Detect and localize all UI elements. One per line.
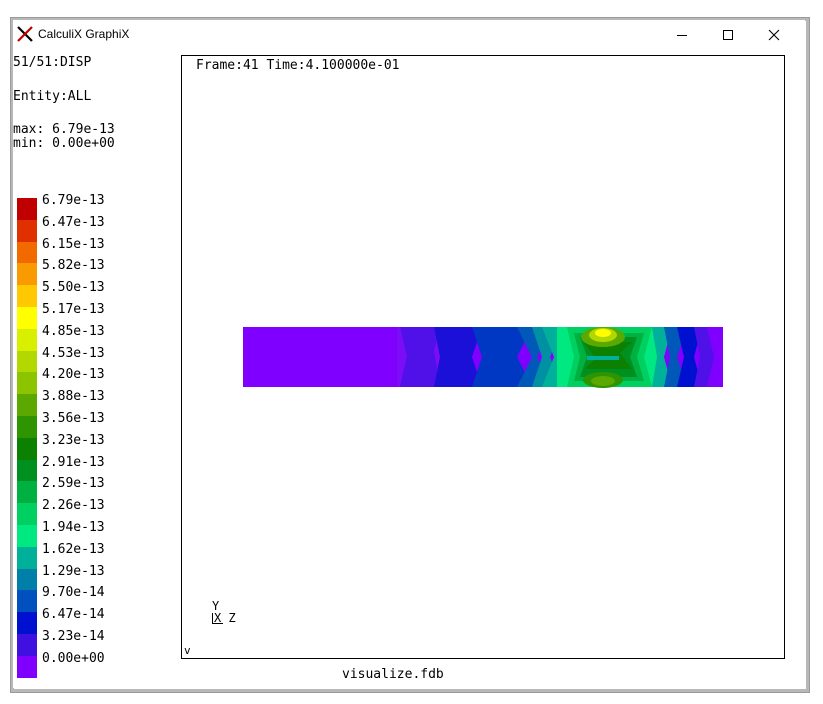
window-title: CalculiX GraphiX xyxy=(38,27,130,41)
beam-region-indigo xyxy=(400,327,440,387)
legend-row: 3.23e-13 xyxy=(16,432,176,460)
legend-swatch xyxy=(17,198,37,220)
beam-region-right-blue xyxy=(677,327,702,387)
legend-row: 1.94e-13 xyxy=(16,520,176,547)
corner-mark: v xyxy=(184,644,191,657)
legend-row: 3.56e-13 xyxy=(16,411,176,438)
frame-info: Frame:41 Time:4.100000e-01 xyxy=(196,58,400,73)
mesh-contour-plot xyxy=(243,327,723,388)
legend-label: 1.94e-13 xyxy=(42,520,105,535)
legend-label: 6.47e-14 xyxy=(42,607,105,623)
legend-label: 4.53e-13 xyxy=(42,345,105,361)
legend-row: 4.20e-13 xyxy=(16,367,176,395)
dataset-label: 51/51:DISP xyxy=(13,55,92,70)
legend-swatch xyxy=(17,612,37,634)
legend-swatch xyxy=(17,350,37,373)
legend-row: 1.29e-13 xyxy=(16,563,176,591)
title-bar[interactable]: CalculiX GraphiX xyxy=(13,20,805,50)
triad-y-label: Y xyxy=(212,599,220,613)
legend-swatch xyxy=(17,372,37,395)
legend-label: 3.23e-14 xyxy=(42,629,105,644)
legend-label: 2.59e-13 xyxy=(42,476,105,492)
legend-row: 2.26e-13 xyxy=(16,498,176,525)
beam-hotspot-top-core xyxy=(595,329,611,337)
legend-swatch xyxy=(17,546,37,569)
legend-swatch xyxy=(17,655,37,678)
legend-row: 3.88e-13 xyxy=(16,389,176,416)
legend-label: 5.50e-13 xyxy=(42,280,105,296)
minimize-icon xyxy=(677,35,687,36)
legend-row: 4.53e-13 xyxy=(16,345,176,373)
triad-axes xyxy=(212,613,223,624)
legend-swatch xyxy=(17,394,37,416)
beam-region-forest xyxy=(584,342,632,369)
window-frame xyxy=(10,17,810,693)
graphics-viewport[interactable]: Frame:41 Time:4.100000e-01 Y X Z v xyxy=(181,55,785,659)
legend-label: 0.00e+00 xyxy=(42,650,105,666)
legend-row: 1.62e-13 xyxy=(16,541,176,569)
legend-label: 6.79e-13 xyxy=(42,193,105,208)
legend-row: 5.17e-13 xyxy=(16,302,176,329)
file-name: visualize.fdb xyxy=(342,667,444,682)
legend-swatch xyxy=(17,525,37,547)
beam-region-blue-dark xyxy=(434,327,482,387)
legend-swatch xyxy=(17,219,37,242)
legend-row: 6.47e-13 xyxy=(16,214,176,242)
legend-row: 6.47e-14 xyxy=(16,607,176,634)
legend-row: 2.91e-13 xyxy=(16,454,176,482)
legend-label: 5.82e-13 xyxy=(42,258,105,274)
legend-label: 2.91e-13 xyxy=(42,454,105,470)
legend-label: 6.15e-13 xyxy=(42,236,105,252)
legend-row: 0.00e+00 xyxy=(16,650,176,678)
legend-swatch xyxy=(17,416,37,438)
legend-row: 5.50e-13 xyxy=(16,280,176,307)
legend-label: 2.26e-13 xyxy=(42,498,105,514)
legend-label: 4.85e-13 xyxy=(42,323,105,339)
legend-row: 5.82e-13 xyxy=(16,258,176,286)
legend-swatch xyxy=(17,328,37,351)
legend-label: 1.62e-13 xyxy=(42,541,105,557)
max-value: max: 6.79e-13 xyxy=(13,122,115,137)
legend-swatch xyxy=(17,263,37,286)
legend-label: 6.47e-13 xyxy=(42,214,105,230)
info-panel: 51/51:DISP Entity:ALL max: 6.79e-13 min:… xyxy=(13,50,178,678)
legend-label: 4.20e-13 xyxy=(42,367,105,383)
legend-label: 5.17e-13 xyxy=(42,302,105,317)
min-value: min: 0.00e+00 xyxy=(13,136,115,151)
close-icon xyxy=(768,29,780,41)
beam-hotspot-bottom-inner xyxy=(591,376,615,386)
legend-swatch xyxy=(17,503,37,525)
entity-label: Entity:ALL xyxy=(13,89,92,104)
legend-row: 2.59e-13 xyxy=(16,476,176,504)
legend-row: 4.85e-13 xyxy=(16,323,176,351)
legend-row: 9.70e-14 xyxy=(16,585,176,613)
legend-swatch xyxy=(17,459,37,482)
maximize-button[interactable] xyxy=(705,20,751,50)
axis-triad: Y X Z xyxy=(212,599,236,625)
legend-row: 6.79e-13 xyxy=(16,193,176,220)
minimize-button[interactable] xyxy=(659,20,705,50)
legend-swatch xyxy=(17,307,37,329)
legend-row: 6.15e-13 xyxy=(16,236,176,264)
legend-swatch xyxy=(17,590,37,613)
legend-swatch xyxy=(17,437,37,460)
beam-region-right-end xyxy=(707,327,723,387)
legend-swatch xyxy=(17,568,37,591)
beam-region-center-teal xyxy=(587,356,619,360)
legend-swatch xyxy=(17,481,37,504)
beam-region-blue xyxy=(472,327,532,387)
legend-label: 3.23e-13 xyxy=(42,432,105,448)
legend-swatch xyxy=(17,241,37,264)
calculix-logo-icon xyxy=(16,25,34,43)
close-button[interactable] xyxy=(751,20,797,50)
legend-label: 3.88e-13 xyxy=(42,389,105,405)
legend-label: 1.29e-13 xyxy=(42,563,105,579)
legend-swatch xyxy=(17,634,37,656)
triad-xz-label: X Z xyxy=(214,611,236,625)
legend-label: 3.56e-13 xyxy=(42,411,105,426)
legend-swatch xyxy=(17,285,37,307)
maximize-icon xyxy=(723,30,733,40)
legend-row: 3.23e-14 xyxy=(16,629,176,656)
legend-label: 9.70e-14 xyxy=(42,585,105,601)
